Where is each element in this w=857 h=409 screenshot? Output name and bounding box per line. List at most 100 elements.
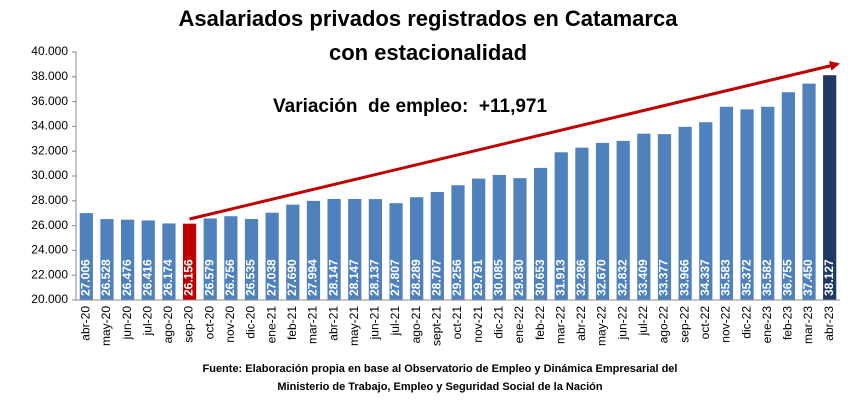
value-label: 28.289 bbox=[409, 259, 423, 296]
y-tick-label: 36.000 bbox=[31, 94, 68, 108]
value-label: 28.147 bbox=[326, 259, 340, 296]
x-tick-label: nov-22 bbox=[719, 306, 733, 343]
bar bbox=[141, 220, 155, 300]
value-label: 26.476 bbox=[120, 259, 134, 296]
bar bbox=[595, 142, 610, 300]
bar bbox=[761, 106, 775, 300]
x-tick-label: abr-23 bbox=[822, 306, 836, 341]
x-tick-label: jul-20 bbox=[140, 306, 154, 337]
x-tick-label: mar-21 bbox=[306, 306, 320, 344]
x-tick-label: oct-22 bbox=[698, 306, 712, 340]
value-label: 26.156 bbox=[182, 259, 196, 296]
x-tick-label: mar-22 bbox=[553, 306, 567, 344]
x-tick-label: abr-21 bbox=[326, 306, 340, 341]
bar bbox=[430, 192, 444, 300]
value-label: 28.707 bbox=[430, 259, 444, 296]
value-label: 27.690 bbox=[285, 259, 299, 296]
x-tick-label: nov-20 bbox=[223, 306, 237, 343]
value-label: 26.416 bbox=[140, 259, 154, 296]
bar bbox=[823, 75, 837, 301]
x-tick-label: feb-22 bbox=[533, 306, 547, 340]
x-tick-label: sept-21 bbox=[430, 306, 444, 346]
value-label: 29.791 bbox=[471, 259, 485, 296]
bar bbox=[162, 223, 176, 300]
value-label: 35.582 bbox=[760, 259, 774, 296]
x-tick-label: jun-22 bbox=[615, 306, 629, 341]
bar bbox=[802, 83, 816, 301]
value-label: 26.528 bbox=[99, 259, 113, 296]
value-label: 36.755 bbox=[781, 259, 795, 296]
value-label: 27.807 bbox=[388, 259, 402, 296]
bar bbox=[616, 140, 630, 300]
x-tick-label: mar-23 bbox=[801, 306, 815, 344]
x-tick-label: sep-22 bbox=[677, 306, 691, 343]
bar bbox=[781, 92, 795, 300]
bar bbox=[451, 185, 465, 300]
x-tick-label: dic-21 bbox=[491, 306, 505, 339]
bar bbox=[410, 197, 424, 300]
bar bbox=[637, 133, 651, 300]
bar bbox=[678, 126, 692, 301]
value-label: 34.337 bbox=[698, 259, 712, 296]
y-tick-label: 34.000 bbox=[31, 119, 68, 133]
value-label: 33.409 bbox=[636, 259, 650, 296]
x-tick-label: jun-20 bbox=[120, 306, 134, 341]
value-label: 30.085 bbox=[491, 259, 505, 296]
source: Fuente: Elaboración propia en base al Ob… bbox=[203, 363, 678, 375]
bar bbox=[121, 219, 135, 300]
value-label: 29.256 bbox=[450, 259, 464, 296]
value-label: 35.583 bbox=[719, 259, 733, 296]
y-tick-label: 28.000 bbox=[31, 193, 68, 207]
value-label: 32.670 bbox=[595, 259, 609, 296]
bar bbox=[182, 223, 197, 300]
y-tick-label: 30.000 bbox=[31, 168, 68, 182]
bar bbox=[348, 198, 362, 300]
value-label: 27.006 bbox=[78, 259, 92, 296]
x-tick-label: ene-22 bbox=[512, 306, 526, 344]
chart-title: con estacionalidad bbox=[329, 40, 527, 65]
x-tick-label: dic-22 bbox=[739, 306, 753, 339]
x-tick-label: may-21 bbox=[347, 306, 361, 346]
source: Ministerio de Trabajo, Empleo y Segurida… bbox=[277, 381, 602, 393]
value-label: 27.038 bbox=[264, 259, 278, 296]
chart-title: Asalariados privados registrados en Cata… bbox=[179, 6, 679, 31]
x-tick-label: jun-21 bbox=[368, 306, 382, 341]
x-tick-label: may-20 bbox=[99, 306, 113, 346]
value-label: 29.830 bbox=[512, 259, 526, 296]
x-tick-label: oct-20 bbox=[202, 306, 216, 340]
value-label: 26.535 bbox=[244, 259, 258, 296]
x-tick-label: feb-21 bbox=[285, 306, 299, 340]
bar bbox=[513, 178, 527, 300]
value-label: 33.377 bbox=[657, 259, 671, 296]
value-label: 35.372 bbox=[739, 259, 753, 296]
trend-arrow bbox=[189, 60, 840, 221]
value-label: 37.450 bbox=[801, 259, 815, 296]
value-label: 28.137 bbox=[368, 259, 382, 296]
bar bbox=[554, 152, 568, 300]
x-tick-label: ene-23 bbox=[760, 306, 774, 344]
x-tick-label: ago-20 bbox=[161, 306, 175, 344]
bar bbox=[472, 178, 486, 300]
x-tick-label: ago-21 bbox=[409, 306, 423, 344]
x-tick-label: feb-23 bbox=[781, 306, 795, 340]
bar bbox=[100, 219, 114, 300]
x-tick-label: dic-20 bbox=[244, 306, 258, 339]
x-tick-label: ene-21 bbox=[264, 306, 278, 344]
x-tick-label: sep-20 bbox=[182, 306, 196, 343]
bar bbox=[699, 122, 713, 301]
bar bbox=[533, 167, 548, 300]
x-tick-label: abr-20 bbox=[78, 306, 92, 341]
value-label: 32.286 bbox=[574, 259, 588, 296]
bar bbox=[740, 109, 754, 300]
value-label: 30.653 bbox=[533, 259, 547, 296]
bar bbox=[244, 218, 259, 300]
x-tick-label: ago-22 bbox=[657, 306, 671, 344]
bar bbox=[389, 203, 403, 300]
bar bbox=[719, 106, 734, 300]
y-tick-label: 40.000 bbox=[31, 44, 68, 58]
y-tick-label: 22.000 bbox=[31, 267, 68, 281]
value-label: 38.127 bbox=[822, 259, 836, 296]
bar bbox=[286, 204, 300, 300]
value-label: 32.832 bbox=[615, 259, 629, 296]
